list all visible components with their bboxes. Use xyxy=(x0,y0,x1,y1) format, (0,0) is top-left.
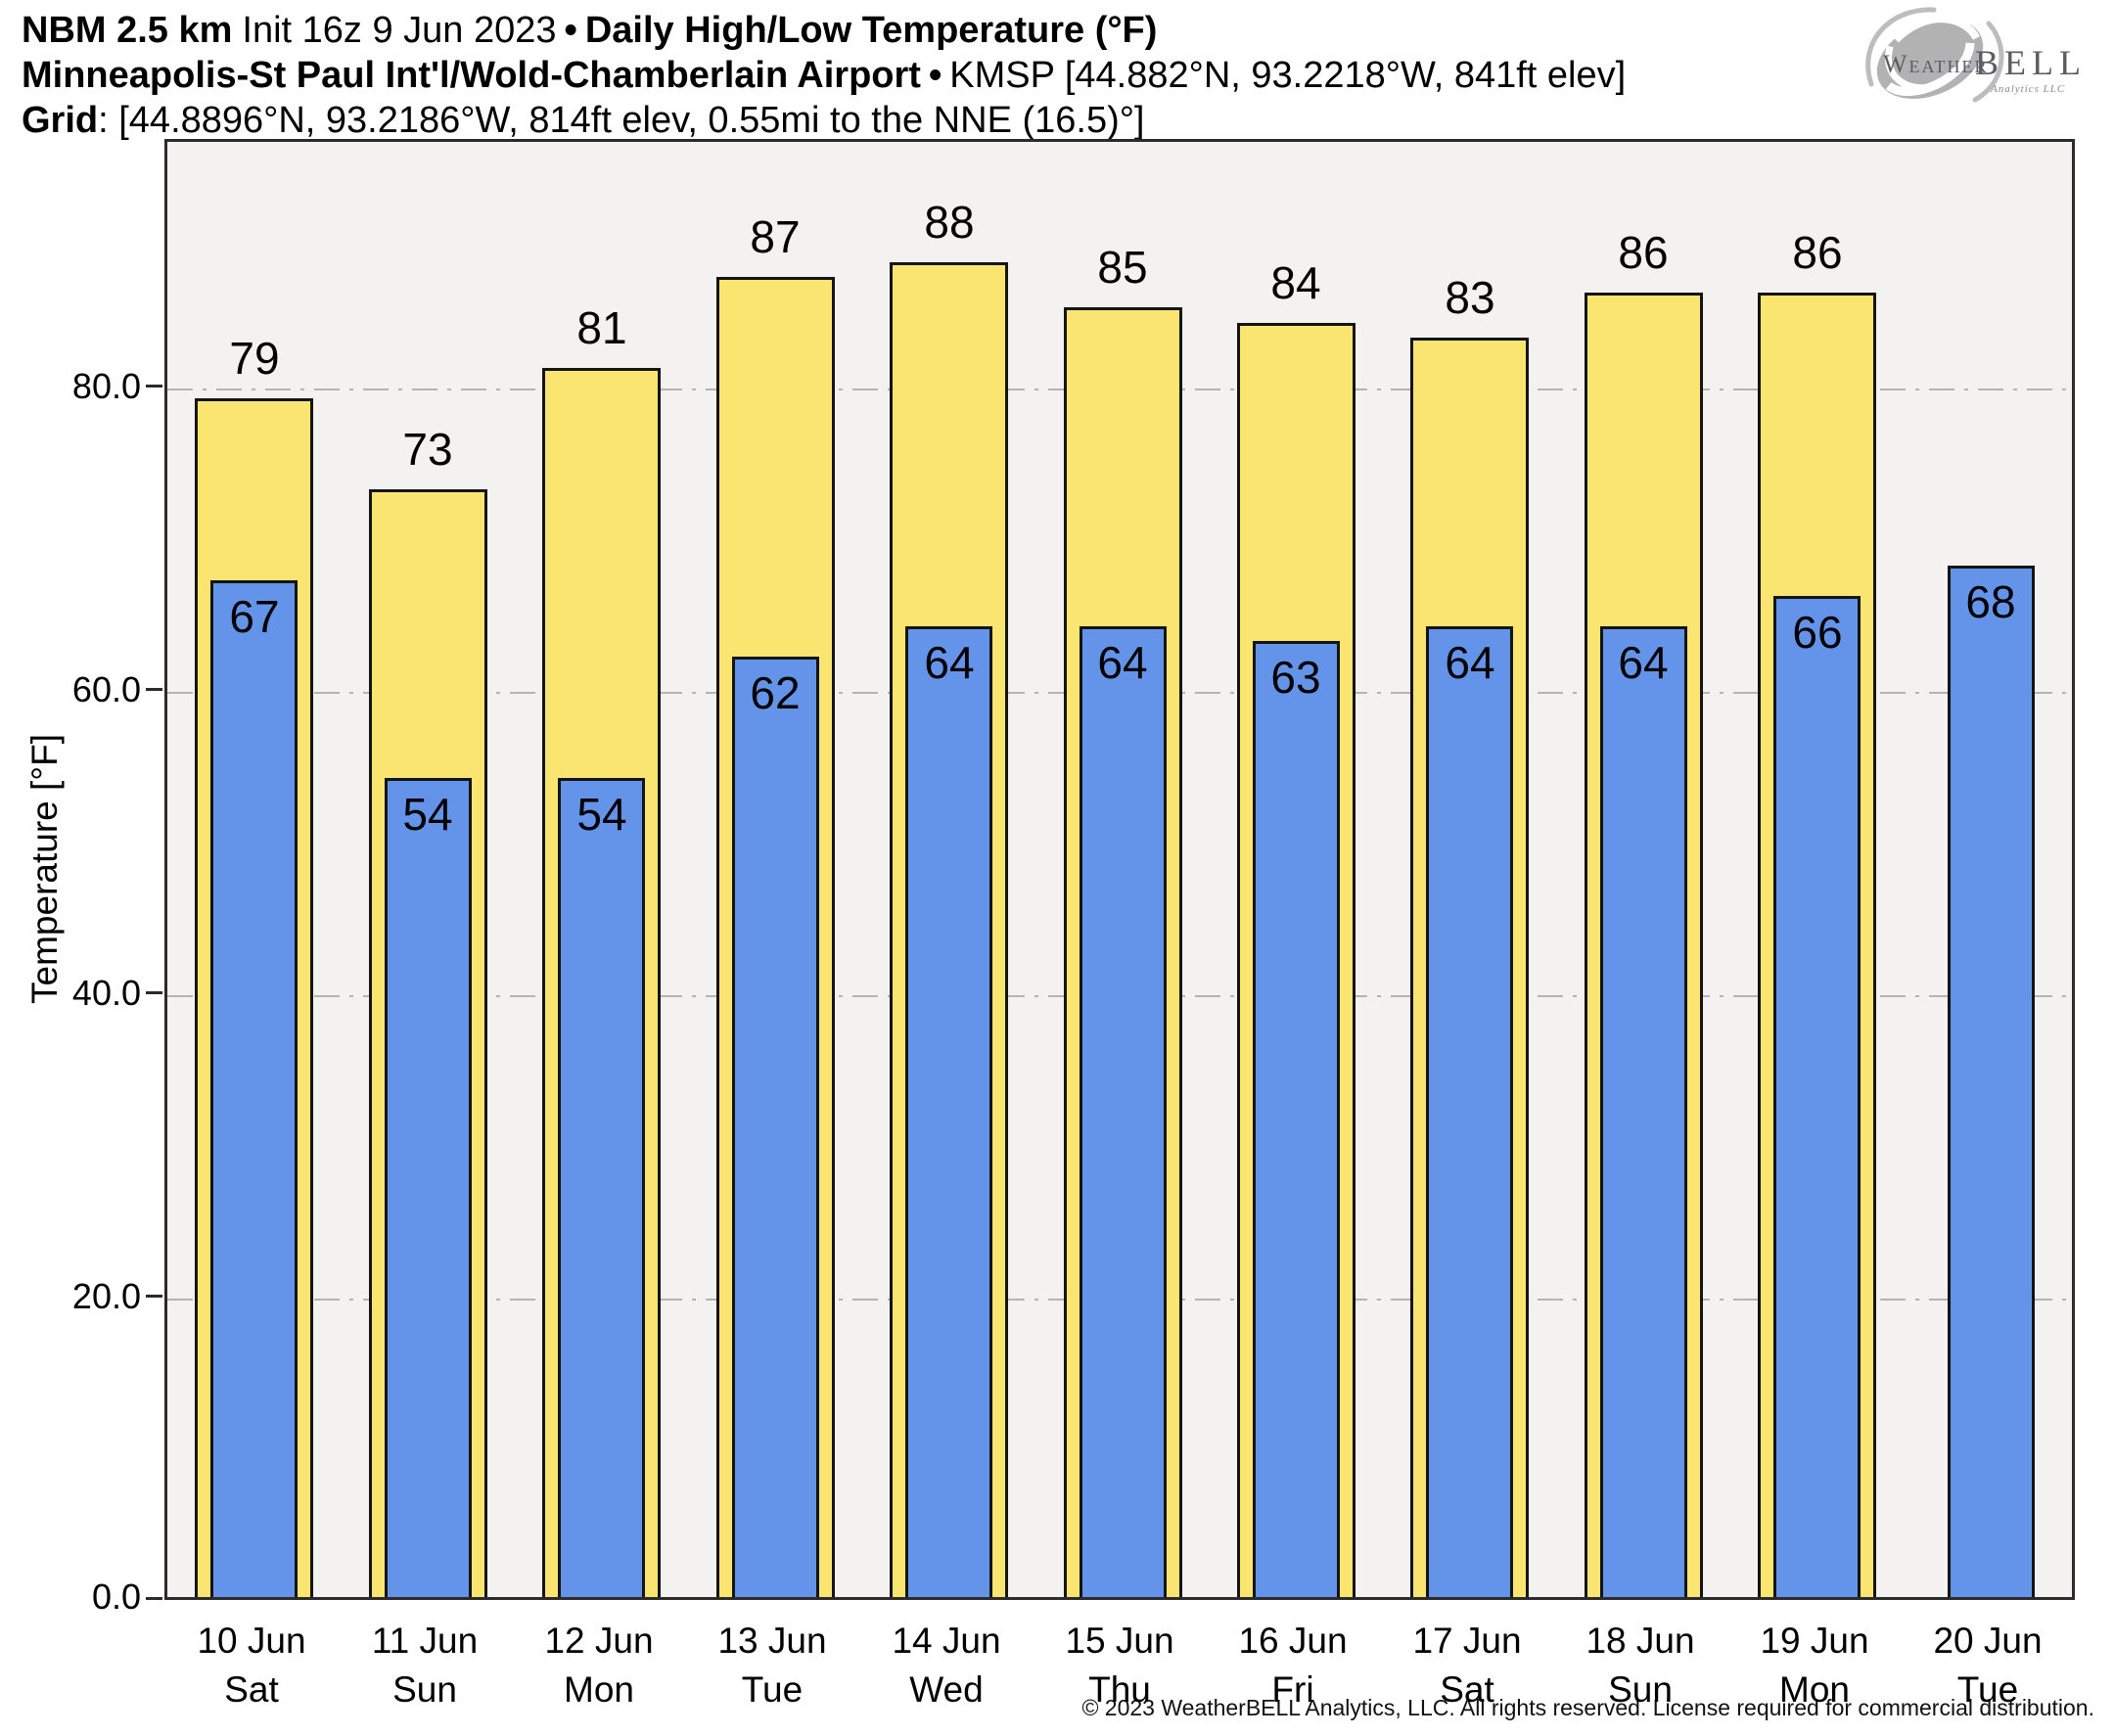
x-tick-date: 18 Jun xyxy=(1586,1621,1695,1661)
bar-high-value: 87 xyxy=(750,211,801,262)
x-tick-date: 17 Jun xyxy=(1412,1621,1522,1661)
bar-low-value: 63 xyxy=(1270,652,1321,703)
bar-low-value: 62 xyxy=(750,667,801,718)
bar-low xyxy=(558,778,645,1597)
x-tick-weekday: Fri xyxy=(1271,1669,1314,1710)
bar-low-value: 68 xyxy=(1965,576,2016,627)
separator-dot: • xyxy=(928,55,942,96)
weatherbell-logo: Weather BELL Analytics LLC xyxy=(1865,7,2087,103)
y-tick-mark xyxy=(146,385,162,388)
bar-low xyxy=(732,657,819,1597)
x-tick-date: 12 Jun xyxy=(544,1621,654,1661)
x-tick-date: 20 Jun xyxy=(1933,1621,2043,1661)
logo-subtitle: Analytics LLC xyxy=(1990,83,2065,95)
bar-high-value: 88 xyxy=(924,197,975,248)
y-tick-label: 40.0 xyxy=(71,972,141,1013)
logo-brand-prefix: Weather xyxy=(1883,50,1989,78)
bar-high-value: 84 xyxy=(1270,257,1321,308)
y-tick-label: 20.0 xyxy=(71,1275,141,1316)
bar-low xyxy=(1773,596,1861,1597)
bar-low xyxy=(1253,641,1340,1597)
bar-low-value: 64 xyxy=(1445,637,1495,688)
bar-low-value: 67 xyxy=(229,591,280,642)
bar-high-value: 86 xyxy=(1618,227,1669,278)
bar-low xyxy=(1426,626,1513,1597)
copyright-notice: © 2023 WeatherBELL Analytics, LLC. All r… xyxy=(1081,1695,2094,1720)
init-time: Init 16z 9 Jun 2023 xyxy=(242,10,557,51)
bar-high-value: 73 xyxy=(402,424,453,475)
bar-low xyxy=(905,626,992,1597)
title-line-1: NBM 2.5 km Init 16z 9 Jun 2023 • Daily High… xyxy=(22,8,1157,53)
separator-dot: • xyxy=(564,10,577,51)
y-axis-title: Temperature [°F] xyxy=(24,734,65,1004)
bar-low-value: 54 xyxy=(576,789,627,840)
bar-low xyxy=(1600,626,1687,1597)
bar-high-value: 81 xyxy=(576,302,627,353)
x-tick-weekday: Mon xyxy=(564,1669,634,1710)
x-tick-weekday: Tue xyxy=(741,1669,804,1710)
x-tick-weekday: Mon xyxy=(1779,1669,1850,1710)
bar-low-value: 64 xyxy=(1618,637,1669,688)
bar-low xyxy=(210,580,298,1597)
x-tick-date: 14 Jun xyxy=(892,1621,1001,1661)
logo-brand-suffix: BELL xyxy=(1975,43,2087,82)
product-name: Daily High/Low Temperature (°F) xyxy=(584,10,1158,51)
bar-low-value: 66 xyxy=(1792,607,1843,658)
bar-low-value: 64 xyxy=(1097,637,1148,688)
y-tick-label: 60.0 xyxy=(71,668,141,709)
y-tick-label: 0.0 xyxy=(91,1576,141,1617)
bar-high-value: 83 xyxy=(1445,272,1495,323)
grid-label: Grid xyxy=(22,100,99,141)
x-tick-weekday: Sat xyxy=(224,1669,279,1710)
hurricane-swirl-icon xyxy=(1865,7,2004,103)
x-tick-date: 13 Jun xyxy=(717,1621,827,1661)
x-tick-date: 11 Jun xyxy=(371,1621,479,1661)
y-tick-mark xyxy=(146,688,162,692)
bar-low-value: 64 xyxy=(924,637,975,688)
title-line-3: Grid: [44.8896°N, 93.2186°W, 814ft elev,… xyxy=(22,98,1145,143)
x-tick-date: 16 Jun xyxy=(1238,1621,1348,1661)
y-tick-label: 80.0 xyxy=(71,365,141,406)
model-name: NBM 2.5 km xyxy=(22,10,233,51)
station-details: KMSP [44.882°N, 93.2218°W, 841ft elev] xyxy=(949,55,1627,96)
x-tick-date: 15 Jun xyxy=(1065,1621,1174,1661)
x-tick-weekday: Sat xyxy=(1440,1669,1494,1710)
bar-low-value: 54 xyxy=(402,789,453,840)
bar-low xyxy=(385,778,472,1597)
grid-details: : [44.8896°N, 93.2186°W, 814ft elev, 0.5… xyxy=(98,100,1145,141)
bar-high-value: 79 xyxy=(229,333,280,384)
x-tick-date: 10 Jun xyxy=(197,1621,306,1661)
x-tick-weekday: Wed xyxy=(909,1669,984,1710)
x-tick-weekday: Tue xyxy=(1956,1669,2019,1710)
plot-area: 79 67 73 54 81 54 87 62 88 64 85 64 84 63 83 64 86 64 86 66… xyxy=(164,139,2075,1600)
bar-low xyxy=(1080,626,1167,1597)
x-tick-date: 19 Jun xyxy=(1760,1621,1869,1661)
y-tick-mark xyxy=(146,1597,162,1600)
title-line-2: Minneapolis-St Paul Int'l/Wold-Chamberla… xyxy=(22,53,1626,98)
y-tick-mark xyxy=(146,991,162,995)
x-tick-weekday: Thu xyxy=(1088,1669,1151,1710)
bar-high-value: 86 xyxy=(1792,227,1843,278)
y-tick-mark xyxy=(146,1295,162,1299)
station-name: Minneapolis-St Paul Int'l/Wold-Chamberla… xyxy=(22,55,921,96)
x-tick-weekday: Sun xyxy=(392,1669,457,1710)
bar-high-value: 85 xyxy=(1097,242,1148,293)
bar-low xyxy=(1948,566,2035,1597)
x-tick-weekday: Sun xyxy=(1608,1669,1673,1710)
